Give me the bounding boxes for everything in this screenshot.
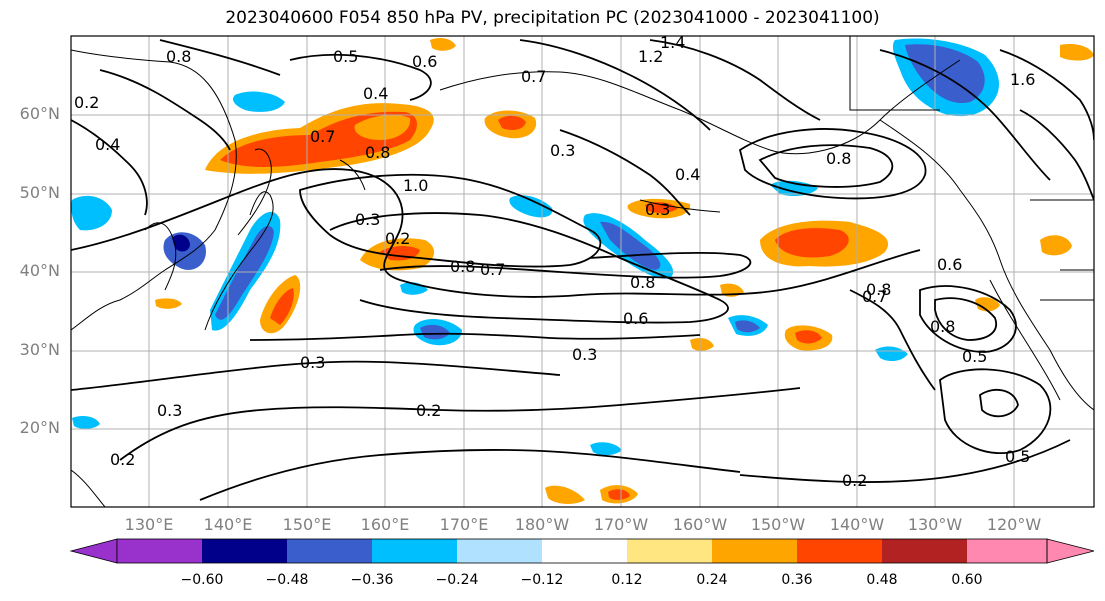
- contour-label: 0.6: [937, 255, 962, 274]
- colorbar-extend-low: [69, 538, 118, 564]
- colorbar-bin: [967, 539, 1047, 563]
- colorbar-tick: 0.36: [781, 572, 813, 588]
- contour-label: 0.2: [74, 93, 99, 112]
- contour-label: 0.7: [480, 260, 505, 279]
- contour-label: 0.5: [962, 347, 987, 366]
- colorbar-bin: [712, 539, 797, 563]
- contour-label: 1.0: [403, 176, 428, 195]
- contour-label: 0.3: [157, 401, 182, 420]
- contour-label: 0.3: [300, 353, 325, 372]
- contour-label: 1.2: [638, 47, 663, 66]
- lon-label: 150°W: [750, 515, 806, 534]
- contour-label: 0.5: [333, 47, 358, 66]
- contour-label: 0.4: [363, 84, 388, 103]
- contour-label: 0.7: [310, 127, 335, 146]
- lat-label: 20°N: [19, 418, 60, 437]
- colorbar-bin: [627, 539, 712, 563]
- contour-label: 0.8: [365, 143, 390, 162]
- colorbar-tick: −0.60: [180, 572, 224, 588]
- coastlines: [71, 36, 1094, 507]
- colorbar-tick: −0.12: [520, 572, 564, 588]
- colorbar-bin: [372, 539, 457, 563]
- colorbar-bin: [117, 539, 202, 563]
- contour-label: 0.8: [826, 149, 851, 168]
- contour-label: 0.8: [930, 317, 955, 336]
- lat-label: 60°N: [19, 104, 60, 123]
- contour-label: 0.7: [862, 287, 887, 306]
- lat-label: 40°N: [19, 261, 60, 280]
- colorbar-tick: 0.24: [696, 572, 728, 588]
- lon-label: 140°W: [829, 515, 885, 534]
- contour-label: 0.2: [385, 229, 410, 248]
- contour-labels: 0.5 0.6 0.4 0.7 1.2 1.4 0.8 0.3 0.2 0.4 …: [74, 33, 1035, 490]
- contour-label: 0.5: [1005, 447, 1030, 466]
- contour-label: 0.7: [521, 67, 546, 86]
- lon-label: 180°W: [514, 515, 570, 534]
- colorbar-tick: 0.48: [866, 572, 898, 588]
- pv-contours: [71, 39, 1094, 501]
- lon-label: 160°E: [360, 515, 410, 534]
- lon-label: 130°E: [124, 515, 174, 534]
- contour-label: 0.8: [450, 257, 475, 276]
- colorbar-bin: [457, 539, 542, 563]
- lon-label: 160°W: [672, 515, 728, 534]
- colorbar-tick: 0.12: [611, 572, 643, 588]
- contour-label: 0.2: [416, 401, 441, 420]
- contour-label: 0.2: [842, 471, 867, 490]
- contour-label: 0.4: [675, 165, 700, 184]
- colorbar-bin: [202, 539, 287, 563]
- colorbar-tick: −0.24: [435, 572, 479, 588]
- contour-label: 0.8: [630, 273, 655, 292]
- lon-label: 170°W: [593, 515, 649, 534]
- contour-label: 1.6: [1010, 70, 1035, 89]
- contour-label: 0.4: [95, 135, 120, 154]
- contour-label: 0.8: [866, 280, 891, 299]
- contour-label: 0.3: [355, 210, 380, 229]
- map-title: 2023040600 F054 850 hPa PV, precipitatio…: [225, 8, 880, 28]
- colorbar: [69, 538, 1095, 564]
- contour-label: 0.3: [645, 200, 670, 219]
- colorbar-extend-high: [1046, 538, 1095, 564]
- lon-label: 130°W: [907, 515, 963, 534]
- colorbar-tick: −0.36: [350, 572, 394, 588]
- colorbar-bin: [882, 539, 967, 563]
- graticule: [71, 36, 1094, 507]
- lon-label: 120°W: [986, 515, 1042, 534]
- contour-label: 0.3: [572, 345, 597, 364]
- contour-label: 0.6: [412, 52, 437, 71]
- colorbar-tick: 0.60: [951, 572, 983, 588]
- lat-label: 30°N: [19, 340, 60, 359]
- lon-label: 170°E: [439, 515, 489, 534]
- map-frame: [70, 35, 1095, 508]
- colorbar-bin: [287, 539, 372, 563]
- colorbar-bin: [797, 539, 882, 563]
- contour-label: 1.4: [660, 33, 685, 52]
- lon-label: 150°E: [282, 515, 332, 534]
- colorbar-tick: −0.48: [265, 572, 309, 588]
- contour-label: 0.8: [166, 47, 191, 66]
- contour-label: 0.3: [550, 141, 575, 160]
- colorbar-bin: [542, 539, 627, 563]
- contour-label: 0.6: [623, 309, 648, 328]
- lon-label: 140°E: [203, 515, 253, 534]
- lat-label: 50°N: [19, 183, 60, 202]
- contour-label: 0.2: [110, 450, 135, 469]
- map-panel: 0.5 0.6 0.4 0.7 1.2 1.4 0.8 0.3 0.2 0.4 …: [71, 33, 1094, 507]
